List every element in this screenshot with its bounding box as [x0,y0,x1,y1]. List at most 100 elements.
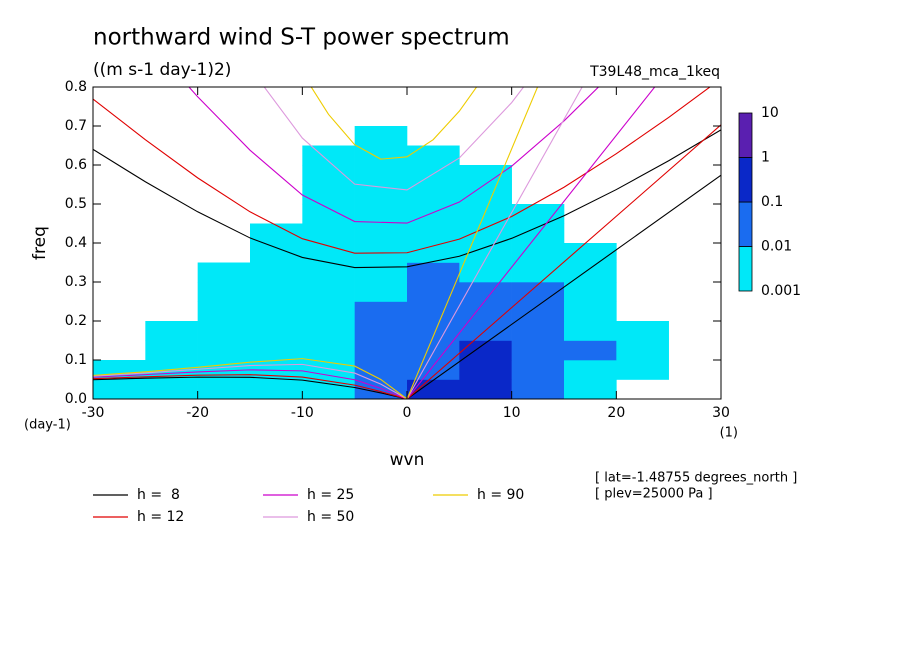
y-tick-label: 0.3 [65,274,87,290]
heat-cell [354,282,408,302]
heat-cell [511,360,565,380]
heat-cell [407,223,460,244]
heat-cell [407,282,460,302]
heat-cell [669,302,722,322]
heat-cell [145,302,198,322]
heat-cell [512,87,565,107]
heat-cell [355,107,408,127]
y-axis-label: freq [30,226,50,260]
colorbar: 0.001 0.01 0.1 1 10 [738,105,801,299]
heat-cell [250,126,303,146]
legend-label: h = 25 [307,487,354,503]
heat-cell [669,185,722,205]
note: [ plev=25000 Pa ] [595,487,713,502]
heat-cell [511,243,565,263]
colorbar-segment [738,201,753,247]
heat-cell [511,262,565,283]
heat-cell [459,223,512,244]
x-unit: (1) [720,426,738,441]
heat-cell [669,341,722,361]
legend: h = 8 h = 12 h = 25 h = 50 h = 90 [93,487,524,525]
heat-cell [93,263,146,283]
heat-cell [511,204,565,224]
heat-cell [145,107,198,127]
heat-cell [145,321,198,341]
x-tick-label: 30 [712,405,730,421]
dispersion-curve [406,87,656,399]
heat-cell [407,321,460,341]
heat-cell [93,341,146,361]
heat-cell [93,302,146,322]
heat-cell [354,184,408,205]
heat-cell [145,263,198,283]
heat-cell [564,87,617,107]
dispersion-curve [93,374,408,399]
heat-cell [302,301,355,322]
heat-cell [564,321,617,341]
dispersion-curve [93,129,721,269]
heat-cell [564,204,617,224]
heat-cell [145,126,198,146]
heat-cell [669,107,722,127]
heat-cell [616,360,669,380]
heat-cell [407,126,460,146]
heat-cell [145,224,198,244]
heat-cell [198,165,251,185]
heat-cell [459,301,512,322]
dispersion-curve [263,87,525,191]
heat-cell [354,165,408,185]
legend-label: h = 12 [137,509,184,525]
heat-cell [511,340,565,361]
heat-cell [302,360,355,380]
heat-cell [407,243,460,263]
colorbar-label: 10 [761,105,779,121]
heat-cell [564,301,617,322]
heat-cell [616,302,669,322]
heat-cell [250,223,303,244]
dispersion-curves [93,87,721,399]
heatmap [93,87,722,399]
heat-cell [250,262,303,283]
heat-cell [459,360,512,380]
heat-cell [669,282,722,302]
heat-cell [407,360,460,380]
heat-cell [407,165,460,185]
heat-cell [93,87,146,107]
heat-cell [564,243,617,263]
heat-cell [302,243,355,263]
heat-cell [669,165,722,185]
heat-cell [145,243,198,263]
x-tick-label: -20 [186,405,209,421]
heat-cell [459,204,512,224]
heat-cell [564,224,617,244]
heat-cell [407,379,460,399]
dispersion-curve [93,376,408,399]
heat-cell [302,321,355,341]
heat-cell [145,185,198,205]
heat-cell [407,340,460,361]
dispersion-curve [93,358,408,399]
heat-cell [250,301,303,322]
heat-cell [511,321,565,341]
heat-cell [354,204,408,224]
heat-cell [93,224,146,244]
heat-cell [354,145,408,166]
heat-cell [616,204,669,224]
heat-cell [302,204,355,224]
x-tick-label: -30 [82,405,105,421]
x-tick-label: 20 [607,405,625,421]
heat-cell [198,87,251,107]
legend-label: h = 50 [307,509,354,525]
heat-cell [145,379,198,399]
heat-cell [250,185,303,205]
colorbar-segment [738,112,753,158]
heat-cell [564,262,617,283]
heat-cell [250,146,303,166]
heat-cell [250,204,303,224]
heat-cell [669,224,722,244]
x-tick-label: 0 [403,405,412,421]
heat-cell [407,184,460,205]
heat-cell [93,243,146,263]
heat-cell [616,263,669,283]
